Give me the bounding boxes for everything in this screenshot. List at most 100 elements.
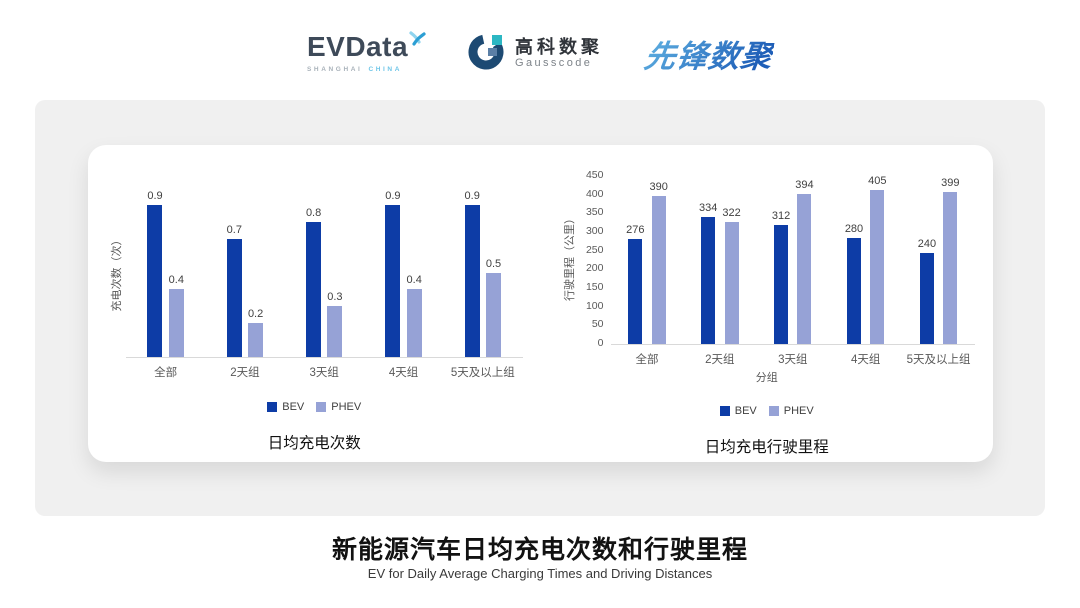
header-logos: EVData SHANGHAI CHINA 高科数聚 Gausscode (0, 18, 1080, 88)
data-label: 0.9 (147, 189, 163, 202)
bar-phev (797, 194, 812, 344)
gausscode-cn-text: 高科数聚 (515, 36, 604, 57)
bar-bev (385, 204, 401, 357)
bar-group: 276 390 (611, 181, 684, 344)
data-label: 322 (722, 206, 741, 219)
bar-group: 0.9 0.4 (126, 190, 205, 357)
bar-bev (846, 237, 861, 344)
data-label: 334 (699, 202, 718, 215)
plot-area: 276 390 334 322 312 394 280 405 240 399 (610, 173, 975, 345)
x-category-label: 3天组 (309, 367, 339, 379)
legend-swatch-bev (719, 406, 730, 416)
bar-wrap: 0.4 (407, 274, 422, 357)
evdata-logo-text: EVData (306, 31, 409, 62)
evdata-sub-china: CHINA (368, 66, 403, 73)
chart-caption: 日均充电行驶里程 (704, 439, 829, 456)
data-label: 399 (941, 177, 960, 190)
x-axis-categories: 全部 2天组 3天组 4天组 5天及以上组 (126, 358, 523, 380)
bar-bev (774, 225, 789, 344)
bar-group: 240 399 (902, 177, 975, 344)
chart-card: 充电次数（次） 0.9 0.4 0.7 0.2 0.8 0.3 0.9 0.4 0.9 0.5 全… (88, 145, 993, 462)
bar-wrap: 390 (649, 180, 668, 344)
bar-phev (651, 195, 666, 344)
data-label: 394 (795, 179, 814, 192)
legend-item: BEV (719, 405, 757, 417)
y-tick-label: 100 (585, 299, 604, 312)
bar-phev (724, 221, 739, 344)
evdata-sub-shanghai: SHANGHAI (306, 66, 363, 73)
y-tick-label: 0 (597, 336, 604, 349)
bar-wrap: 394 (795, 179, 814, 344)
data-label: 276 (626, 224, 645, 237)
bar-wrap: 0.9 (147, 189, 163, 357)
chart-daily-driving-distance: 行驶里程（公里） 450 400 350 300 250 200 150 100 50 0 276… (541, 145, 994, 462)
legend-swatch-bev (267, 402, 278, 412)
y-tick-label: 50 (591, 318, 604, 331)
data-label: 0.7 (226, 223, 242, 236)
legend-label: BEV (282, 401, 305, 413)
bar-bev (306, 221, 322, 357)
legend: BEV PHEV (559, 404, 976, 418)
legend-swatch-phev (316, 402, 327, 412)
bar-group: 0.8 0.3 (285, 207, 364, 357)
data-label: 0.9 (385, 189, 401, 202)
bar-phev (406, 289, 422, 357)
y-tick-label: 300 (585, 224, 604, 237)
data-label: 240 (917, 237, 937, 250)
data-label: 0.9 (464, 189, 480, 202)
bar-phev (168, 289, 184, 357)
data-label: 0.4 (168, 274, 184, 287)
x-category-label: 5天及以上组 (450, 367, 515, 379)
x-category-label: 2天组 (230, 367, 260, 379)
bar-bev (147, 204, 163, 357)
bar-wrap: 276 (626, 224, 644, 344)
pioneer-logo-text: 先锋数聚 (642, 31, 776, 76)
data-label: 390 (649, 180, 668, 193)
bar-phev (943, 192, 958, 344)
bar-group: 280 405 (829, 175, 902, 344)
x-category-label: 4天组 (388, 367, 419, 379)
chart-caption: 日均充电次数 (267, 435, 361, 452)
bar-wrap: 322 (722, 206, 741, 344)
y-axis-label: 充电次数（次） (111, 234, 123, 312)
x-axis-categories: 全部 2天组 3天组 4天组 5天及以上组 (611, 345, 976, 367)
bar-wrap: 312 (772, 210, 790, 344)
bar-bev (226, 238, 242, 357)
chart-daily-charging-times: 充电次数（次） 0.9 0.4 0.7 0.2 0.8 0.3 0.9 0.4 0.9 0.5 全… (88, 145, 541, 462)
x-category-label: 5天及以上组 (906, 354, 971, 366)
legend-swatch-phev (768, 406, 779, 416)
data-label: 405 (868, 175, 887, 188)
bar-wrap: 399 (941, 177, 959, 344)
y-tick-label: 400 (585, 187, 604, 200)
bar-bev (464, 204, 480, 357)
bar-phev (327, 306, 343, 357)
bar-group: 0.9 0.5 (443, 190, 522, 357)
data-label: 0.4 (406, 274, 422, 287)
bar-wrap: 240 (918, 238, 936, 344)
y-tick-label: 350 (585, 206, 604, 219)
y-axis-label: 行驶里程（公里） (563, 213, 576, 301)
data-label: 280 (844, 222, 864, 235)
legend-item: PHEV (768, 405, 814, 417)
evdata-star-icon (409, 31, 426, 52)
gray-panel: 充电次数（次） 0.9 0.4 0.7 0.2 0.8 0.3 0.9 0.4 0.9 0.5 全… (35, 100, 1045, 516)
evdata-logo: EVData SHANGHAI CHINA (306, 31, 426, 73)
bar-wrap: 0.8 (306, 207, 321, 357)
legend: BEV PHEV (106, 400, 523, 414)
data-label: 312 (771, 210, 791, 223)
gausscode-g-icon (468, 32, 506, 75)
data-label: 0.8 (305, 206, 322, 219)
bar-group: 334 322 (683, 202, 756, 344)
x-axis-title: 分组 (755, 372, 778, 384)
legend-label: PHEV (783, 405, 814, 417)
gausscode-en-text: Gausscode (515, 57, 593, 70)
x-category-label: 2天组 (705, 354, 735, 366)
bar-wrap: 0.2 (248, 308, 263, 357)
plot-area: 0.9 0.4 0.7 0.2 0.8 0.3 0.9 0.4 0.9 0.5 (126, 188, 523, 358)
bar-bev (701, 217, 716, 344)
legend-label: BEV (734, 405, 757, 417)
bar-wrap: 0.3 (327, 291, 343, 357)
bar-wrap: 0.4 (169, 274, 184, 357)
x-category-label: 全部 (154, 367, 178, 379)
bar-bev (919, 252, 934, 344)
